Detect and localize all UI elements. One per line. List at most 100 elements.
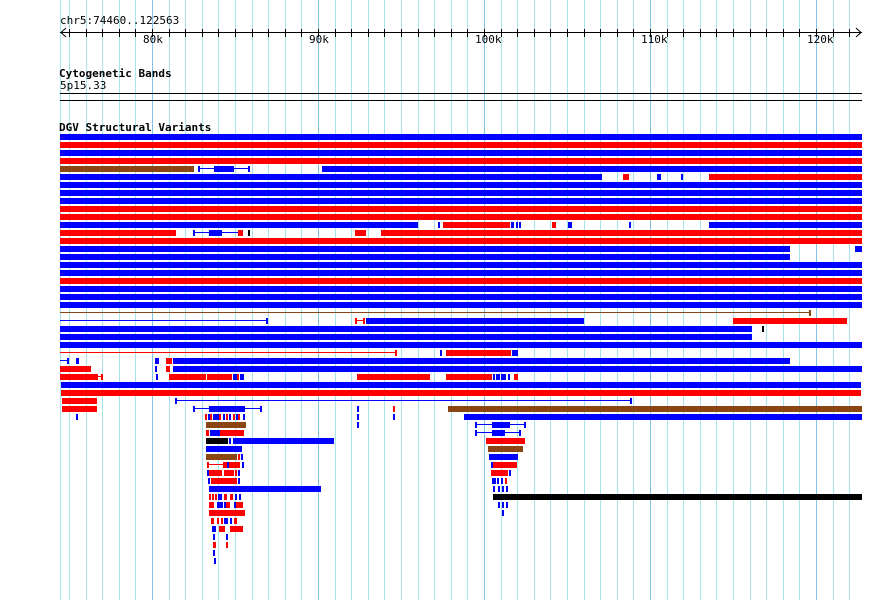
variant-bar[interactable] xyxy=(497,478,499,484)
variant-bar[interactable] xyxy=(493,374,495,380)
variant-bar[interactable] xyxy=(218,494,222,500)
variant-bar[interactable] xyxy=(464,414,862,420)
variant-end-tick[interactable] xyxy=(630,398,632,404)
variant-bar[interactable] xyxy=(491,462,493,468)
variant-bar[interactable] xyxy=(440,350,442,356)
variant-bar[interactable] xyxy=(448,406,862,412)
variant-end-tick[interactable] xyxy=(475,422,477,428)
variant-bar[interactable] xyxy=(230,526,243,532)
variant-bar[interactable] xyxy=(155,366,157,372)
variant-bar[interactable] xyxy=(501,478,503,484)
variant-bar[interactable] xyxy=(206,430,209,436)
variant-bar[interactable] xyxy=(381,230,862,236)
variant-bar[interactable] xyxy=(60,214,862,220)
variant-bar[interactable] xyxy=(237,374,239,380)
variant-bar[interactable] xyxy=(493,494,862,500)
variant-bar[interactable] xyxy=(516,222,518,228)
variant-bar[interactable] xyxy=(242,462,244,468)
variant-bar[interactable] xyxy=(76,414,78,420)
variant-bar[interactable] xyxy=(657,174,661,180)
variant-bar[interactable] xyxy=(206,438,228,444)
variant-bar[interactable] xyxy=(502,486,504,492)
variant-bar[interactable] xyxy=(60,158,862,164)
variant-bar[interactable] xyxy=(241,454,243,460)
variant-bar[interactable] xyxy=(446,374,492,380)
variant-line[interactable] xyxy=(60,360,69,361)
variant-bar[interactable] xyxy=(733,318,847,324)
variant-end-tick[interactable] xyxy=(170,358,172,364)
variant-bar[interactable] xyxy=(363,318,365,324)
variant-bar[interactable] xyxy=(60,238,862,244)
variant-bar[interactable] xyxy=(236,414,238,420)
variant-bar[interactable] xyxy=(169,374,206,380)
variant-bar[interactable] xyxy=(762,326,764,332)
variant-bar[interactable] xyxy=(155,358,159,364)
variant-bar[interactable] xyxy=(217,502,223,508)
variant-bar[interactable] xyxy=(213,550,215,556)
variant-bar[interactable] xyxy=(224,494,227,500)
variant-bar[interactable] xyxy=(60,278,862,284)
variant-bar[interactable] xyxy=(508,374,510,380)
variant-bar[interactable] xyxy=(492,478,496,484)
variant-bar[interactable] xyxy=(166,358,170,364)
variant-bar[interactable] xyxy=(214,558,216,564)
variant-bar[interactable] xyxy=(502,502,504,508)
variant-bar[interactable] xyxy=(492,430,505,436)
variant-bar[interactable] xyxy=(239,494,241,500)
variant-bar[interactable] xyxy=(60,342,862,348)
variant-bar[interactable] xyxy=(210,414,212,420)
variant-bar[interactable] xyxy=(493,486,495,492)
variant-end-tick[interactable] xyxy=(260,406,262,412)
variant-bar[interactable] xyxy=(209,510,245,516)
variant-line[interactable] xyxy=(60,352,397,353)
variant-bar[interactable] xyxy=(226,542,228,548)
variant-bar[interactable] xyxy=(60,134,862,140)
variant-bar[interactable] xyxy=(357,414,359,420)
variant-bar[interactable] xyxy=(502,510,504,516)
variant-bar[interactable] xyxy=(438,222,440,228)
variant-bar[interactable] xyxy=(493,462,517,468)
variant-bar[interactable] xyxy=(209,470,222,476)
variant-bar[interactable] xyxy=(229,462,240,468)
variant-bar[interactable] xyxy=(60,302,862,308)
variant-bar[interactable] xyxy=(221,518,223,524)
variant-bar[interactable] xyxy=(206,454,237,460)
variant-bar[interactable] xyxy=(230,494,233,500)
variant-bar[interactable] xyxy=(76,358,79,364)
variant-bar[interactable] xyxy=(224,518,228,524)
variant-bar[interactable] xyxy=(213,542,216,548)
variant-bar[interactable] xyxy=(446,350,508,356)
variant-bar[interactable] xyxy=(213,414,219,420)
variant-bar[interactable] xyxy=(681,174,683,180)
variant-bar[interactable] xyxy=(166,366,170,372)
variant-bar[interactable] xyxy=(322,166,862,172)
variant-bar[interactable] xyxy=(235,494,237,500)
variant-bar[interactable] xyxy=(233,414,235,420)
variant-bar[interactable] xyxy=(505,478,507,484)
variant-bar[interactable] xyxy=(213,534,215,540)
variant-bar[interactable] xyxy=(217,518,219,524)
variant-end-tick[interactable] xyxy=(504,222,506,228)
variant-bar[interactable] xyxy=(709,222,862,228)
variant-bar[interactable] xyxy=(214,166,234,172)
variant-end-tick[interactable] xyxy=(248,166,250,172)
variant-line[interactable] xyxy=(175,400,632,401)
variant-bar[interactable] xyxy=(205,414,207,420)
variant-bar[interactable] xyxy=(238,454,240,460)
variant-bar[interactable] xyxy=(498,502,500,508)
variant-end-tick[interactable] xyxy=(193,230,195,236)
variant-bar[interactable] xyxy=(229,438,231,444)
variant-bar[interactable] xyxy=(506,502,508,508)
variant-bar[interactable] xyxy=(211,478,237,484)
variant-bar[interactable] xyxy=(60,182,862,188)
variant-bar[interactable] xyxy=(211,518,214,524)
variant-bar[interactable] xyxy=(226,414,228,420)
variant-bar[interactable] xyxy=(512,350,518,356)
variant-end-tick[interactable] xyxy=(502,222,504,228)
variant-bar[interactable] xyxy=(173,366,862,372)
variant-bar[interactable] xyxy=(156,374,158,380)
variant-bar[interactable] xyxy=(207,374,232,380)
variant-end-tick[interactable] xyxy=(60,374,62,380)
variant-bar[interactable] xyxy=(514,374,518,380)
variant-bar[interactable] xyxy=(60,294,862,300)
